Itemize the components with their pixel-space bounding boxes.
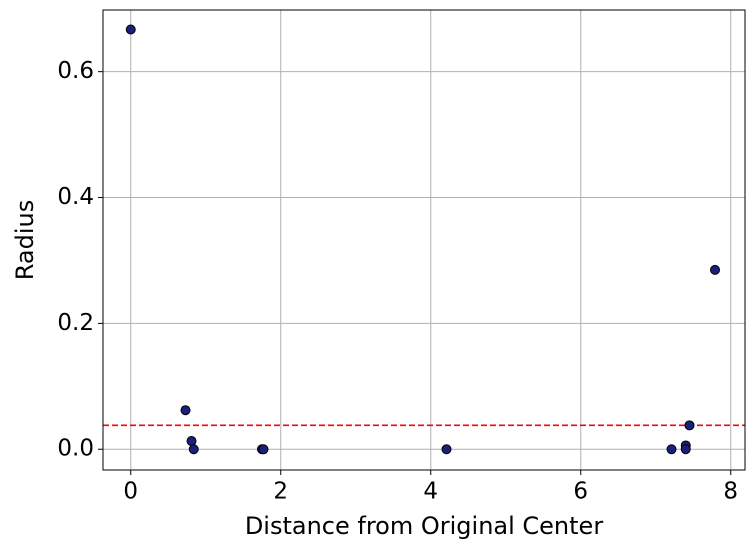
x-tick-label: 8 <box>723 479 738 505</box>
point <box>666 444 677 455</box>
point <box>684 420 695 431</box>
y-tick-label: 0.6 <box>57 58 94 84</box>
plot-frame <box>102 9 746 471</box>
point <box>710 264 720 275</box>
y-tick-label: 0.4 <box>57 184 94 210</box>
point <box>441 444 452 455</box>
x-tick-label: 6 <box>573 479 588 505</box>
point <box>258 444 269 455</box>
point <box>180 405 191 416</box>
point <box>680 444 691 455</box>
x-tick-label: 0 <box>123 479 138 505</box>
x-tick-label: 4 <box>423 479 438 505</box>
x-axis-label: Distance from Original Center <box>245 512 604 540</box>
y-tick-label: 0.2 <box>57 310 94 336</box>
point <box>188 444 199 455</box>
point <box>125 24 136 35</box>
y-axis-label: Radius <box>11 200 39 280</box>
point <box>186 436 197 447</box>
y-tick-label: 0.0 <box>57 436 94 462</box>
x-tick-label: 2 <box>273 479 288 505</box>
